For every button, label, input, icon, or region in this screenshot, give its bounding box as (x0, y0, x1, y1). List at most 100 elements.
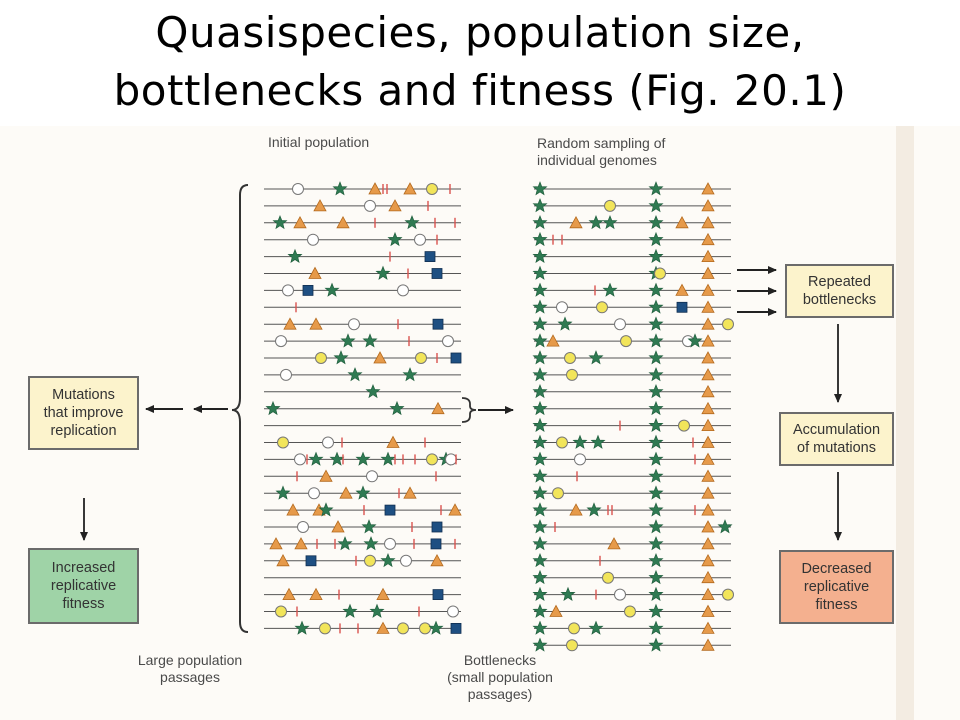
triangle-mutation-icon (448, 503, 462, 516)
triangle-mutation-icon (701, 553, 715, 567)
increased-fitness-box: Increased replicative fitness (28, 548, 139, 624)
star-mutation-icon (648, 333, 664, 348)
open-circle-mutation-icon (574, 453, 586, 466)
star-mutation-icon (532, 400, 548, 416)
triangle-mutation-icon (376, 621, 390, 634)
star-mutation-icon (648, 603, 664, 618)
star-mutation-icon (687, 333, 703, 348)
triangle-mutation-icon (431, 401, 445, 415)
triangle-mutation-icon (701, 621, 715, 634)
slide-title: Quasispecies, population size, bottlenec… (0, 4, 960, 120)
open-circle-mutation-icon (366, 470, 378, 483)
star-mutation-icon (402, 367, 418, 382)
star-mutation-icon (532, 536, 548, 551)
square-mutation-icon (302, 284, 314, 296)
triangle-mutation-icon (282, 587, 296, 600)
yellow-circle-mutation-icon (315, 352, 327, 364)
star-mutation-icon (648, 248, 664, 263)
star-mutation-icon (380, 552, 396, 568)
star-mutation-icon (362, 333, 378, 348)
star-mutation-icon (648, 502, 664, 517)
star-mutation-icon (318, 502, 334, 517)
yellow-circle-mutation-icon (596, 301, 608, 314)
box-line: Accumulation (792, 422, 881, 438)
star-mutation-icon (324, 282, 340, 297)
triangle-mutation-icon (549, 604, 563, 617)
triangle-mutation-icon (388, 199, 402, 212)
decreased-fitness-box: Decreased replicative fitness (779, 550, 894, 624)
square-mutation-icon (430, 538, 442, 550)
triangle-mutation-icon (701, 401, 715, 415)
star-mutation-icon (532, 231, 548, 247)
star-mutation-icon (369, 603, 385, 618)
star-mutation-icon (557, 316, 573, 331)
star-mutation-icon (294, 620, 310, 635)
triangle-mutation-icon (569, 215, 583, 229)
star-mutation-icon (380, 451, 396, 466)
square-mutation-icon (450, 623, 462, 634)
yellow-circle-mutation-icon (552, 487, 564, 500)
yellow-circle-mutation-icon (722, 318, 734, 331)
yellow-circle-mutation-icon (426, 183, 438, 195)
star-mutation-icon (532, 519, 548, 534)
star-mutation-icon (333, 350, 349, 365)
triangle-mutation-icon (376, 587, 390, 600)
yellow-circle-mutation-icon (564, 352, 576, 364)
triangle-mutation-icon (569, 503, 583, 516)
open-circle-mutation-icon (614, 318, 626, 331)
star-mutation-icon (532, 316, 548, 331)
box-line: fitness (815, 597, 858, 613)
open-circle-mutation-icon (292, 183, 304, 195)
star-mutation-icon (602, 282, 618, 297)
box-line: Decreased (801, 561, 872, 577)
yellow-circle-mutation-icon (415, 352, 427, 364)
yellow-circle-mutation-icon (277, 436, 289, 449)
open-circle-mutation-icon (447, 605, 459, 618)
open-circle-mutation-icon (397, 284, 409, 297)
yellow-circle-mutation-icon (426, 453, 438, 466)
random-sampling-label-line-1: Random sampling of (537, 135, 666, 151)
bottlenecks-label-line-2: (small population (447, 669, 553, 685)
star-mutation-icon (365, 383, 381, 399)
yellow-circle-mutation-icon (678, 419, 690, 432)
star-mutation-icon (532, 637, 548, 652)
star-mutation-icon (287, 248, 303, 263)
box-line: Mutations (52, 387, 115, 403)
triangle-mutation-icon (309, 587, 323, 600)
open-circle-mutation-icon (442, 335, 454, 348)
triangle-mutation-icon (701, 503, 715, 516)
square-mutation-icon (432, 318, 444, 330)
box-line: fitness (62, 596, 105, 612)
yellow-circle-mutation-icon (722, 588, 734, 601)
triangle-mutation-icon (293, 215, 307, 229)
star-mutation-icon (648, 417, 664, 432)
star-mutation-icon (389, 400, 405, 416)
star-mutation-icon (588, 350, 604, 365)
yellow-circle-mutation-icon (275, 605, 287, 618)
yellow-circle-mutation-icon (568, 622, 580, 635)
star-mutation-icon (648, 536, 664, 551)
star-mutation-icon (532, 282, 548, 297)
star-mutation-icon (532, 367, 548, 382)
triangle-mutation-icon (403, 182, 417, 195)
star-mutation-icon (586, 502, 602, 517)
open-circle-mutation-icon (556, 301, 568, 314)
yellow-circle-mutation-icon (419, 622, 431, 635)
triangle-mutation-icon (701, 469, 715, 482)
star-mutation-icon (532, 265, 548, 280)
yellow-circle-mutation-icon (654, 267, 666, 280)
triangle-mutation-icon (675, 283, 689, 296)
triangle-mutation-icon (331, 520, 345, 533)
square-mutation-icon (432, 589, 444, 600)
star-mutation-icon (648, 637, 664, 652)
large-population-label: Large population passages (120, 652, 260, 686)
square-mutation-icon (305, 555, 317, 567)
triangle-mutation-icon (403, 486, 417, 499)
triangle-mutation-icon (701, 638, 715, 651)
star-mutation-icon (602, 214, 618, 230)
triangle-mutation-icon (339, 486, 353, 499)
star-mutation-icon (532, 299, 548, 314)
star-mutation-icon (375, 265, 391, 280)
star-mutation-icon (648, 519, 664, 534)
star-mutation-icon (532, 552, 548, 568)
